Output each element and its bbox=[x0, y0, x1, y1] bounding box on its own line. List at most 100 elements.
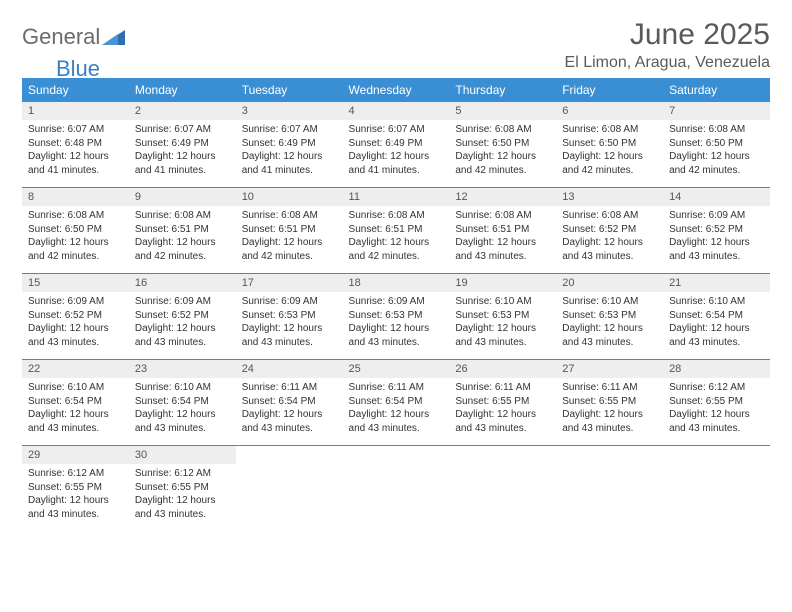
logo: General bbox=[22, 24, 126, 50]
day-number: 23 bbox=[129, 360, 236, 378]
sunrise-line: Sunrise: 6:12 AM bbox=[28, 467, 123, 481]
sunset-line: Sunset: 6:52 PM bbox=[669, 223, 764, 237]
day-body: Sunrise: 6:08 AMSunset: 6:51 PMDaylight:… bbox=[343, 206, 450, 263]
day-cell: 29Sunrise: 6:12 AMSunset: 6:55 PMDayligh… bbox=[22, 446, 129, 532]
daylight-line: Daylight: 12 hours and 42 minutes. bbox=[562, 150, 657, 177]
sunrise-line: Sunrise: 6:08 AM bbox=[349, 209, 444, 223]
sunset-line: Sunset: 6:55 PM bbox=[669, 395, 764, 409]
day-number: 8 bbox=[22, 188, 129, 206]
sunset-line: Sunset: 6:49 PM bbox=[135, 137, 230, 151]
day-cell: 28Sunrise: 6:12 AMSunset: 6:55 PMDayligh… bbox=[663, 360, 770, 446]
day-cell: 25Sunrise: 6:11 AMSunset: 6:54 PMDayligh… bbox=[343, 360, 450, 446]
day-cell: 18Sunrise: 6:09 AMSunset: 6:53 PMDayligh… bbox=[343, 274, 450, 360]
day-number: 16 bbox=[129, 274, 236, 292]
daylight-line: Daylight: 12 hours and 43 minutes. bbox=[562, 408, 657, 435]
daylight-line: Daylight: 12 hours and 43 minutes. bbox=[669, 236, 764, 263]
sunrise-line: Sunrise: 6:09 AM bbox=[28, 295, 123, 309]
day-header: Wednesday bbox=[343, 78, 450, 102]
sunrise-line: Sunrise: 6:10 AM bbox=[562, 295, 657, 309]
sunrise-line: Sunrise: 6:08 AM bbox=[562, 123, 657, 137]
sunrise-line: Sunrise: 6:07 AM bbox=[349, 123, 444, 137]
day-number: 22 bbox=[22, 360, 129, 378]
daylight-line: Daylight: 12 hours and 42 minutes. bbox=[455, 150, 550, 177]
day-cell: 27 Sunrise: 6:11 AMSunset: 6:55 PMDayligh… bbox=[556, 360, 663, 446]
sunset-line: Sunset: 6:50 PM bbox=[562, 137, 657, 151]
day-cell: 21Sunrise: 6:10 AMSunset: 6:54 PMDayligh… bbox=[663, 274, 770, 360]
day-body: Sunrise: 6:08 AMSunset: 6:50 PMDaylight:… bbox=[449, 120, 556, 177]
day-number: 13 bbox=[556, 188, 663, 206]
day-number: 26 bbox=[449, 360, 556, 378]
day-cell: 20Sunrise: 6:10 AMSunset: 6:53 PMDayligh… bbox=[556, 274, 663, 360]
sunrise-line: Sunrise: 6:11 AM bbox=[562, 381, 657, 395]
sunrise-line: Sunrise: 6:09 AM bbox=[242, 295, 337, 309]
daylight-line: Daylight: 12 hours and 43 minutes. bbox=[562, 236, 657, 263]
sunrise-line: Sunrise: 6:08 AM bbox=[455, 123, 550, 137]
day-cell bbox=[343, 446, 450, 532]
day-number: 10 bbox=[236, 188, 343, 206]
day-body: Sunrise: 6:08 AMSunset: 6:50 PMDaylight:… bbox=[556, 120, 663, 177]
sunrise-line: Sunrise: 6:10 AM bbox=[135, 381, 230, 395]
day-body: Sunrise: 6:09 AMSunset: 6:53 PMDaylight:… bbox=[343, 292, 450, 349]
sunrise-line: Sunrise: 6:11 AM bbox=[242, 381, 337, 395]
daylight-line: Daylight: 12 hours and 43 minutes. bbox=[28, 494, 123, 521]
sunset-line: Sunset: 6:53 PM bbox=[242, 309, 337, 323]
day-number: 2 bbox=[129, 102, 236, 120]
week-row: 15Sunrise: 6:09 AMSunset: 6:52 PMDayligh… bbox=[22, 274, 770, 360]
sunrise-line: Sunrise: 6:07 AM bbox=[242, 123, 337, 137]
day-cell: 23Sunrise: 6:10 AMSunset: 6:54 PMDayligh… bbox=[129, 360, 236, 446]
day-body: Sunrise: 6:08 AMSunset: 6:50 PMDaylight:… bbox=[663, 120, 770, 177]
day-number: 30 bbox=[129, 446, 236, 464]
sunset-line: Sunset: 6:54 PM bbox=[28, 395, 123, 409]
sunrise-line: Sunrise: 6:09 AM bbox=[349, 295, 444, 309]
day-number: 1 bbox=[22, 102, 129, 120]
day-number: 3 bbox=[236, 102, 343, 120]
sunset-line: Sunset: 6:52 PM bbox=[562, 223, 657, 237]
day-cell bbox=[449, 446, 556, 532]
day-number: 29 bbox=[22, 446, 129, 464]
day-cell: 30Sunrise: 6:12 AMSunset: 6:55 PMDayligh… bbox=[129, 446, 236, 532]
daylight-line: Daylight: 12 hours and 43 minutes. bbox=[135, 494, 230, 521]
sunset-line: Sunset: 6:52 PM bbox=[135, 309, 230, 323]
day-body: Sunrise: 6:12 AMSunset: 6:55 PMDaylight:… bbox=[22, 464, 129, 521]
day-number: 19 bbox=[449, 274, 556, 292]
week-row: 1Sunrise: 6:07 AMSunset: 6:48 PMDaylight… bbox=[22, 102, 770, 188]
day-cell: 17Sunrise: 6:09 AMSunset: 6:53 PMDayligh… bbox=[236, 274, 343, 360]
daylight-line: Daylight: 12 hours and 43 minutes. bbox=[349, 322, 444, 349]
month-title: June 2025 bbox=[565, 18, 770, 52]
day-number: 25 bbox=[343, 360, 450, 378]
day-cell: 24Sunrise: 6:11 AMSunset: 6:54 PMDayligh… bbox=[236, 360, 343, 446]
sunset-line: Sunset: 6:51 PM bbox=[349, 223, 444, 237]
week-row: 8Sunrise: 6:08 AMSunset: 6:50 PMDaylight… bbox=[22, 188, 770, 274]
day-header: Thursday bbox=[449, 78, 556, 102]
sunrise-line: Sunrise: 6:08 AM bbox=[242, 209, 337, 223]
day-header: Friday bbox=[556, 78, 663, 102]
sunset-line: Sunset: 6:54 PM bbox=[349, 395, 444, 409]
sunrise-line: Sunrise: 6:07 AM bbox=[28, 123, 123, 137]
sunset-line: Sunset: 6:51 PM bbox=[455, 223, 550, 237]
day-body: Sunrise: 6:10 AMSunset: 6:53 PMDaylight:… bbox=[556, 292, 663, 349]
week-row: 22 Sunrise: 6:10 AM Sunset: 6:54 PM Dayligh… bbox=[22, 360, 770, 446]
day-number: 7 bbox=[663, 102, 770, 120]
day-body: Sunrise: 6:08 AMSunset: 6:51 PMDaylight:… bbox=[449, 206, 556, 263]
day-number: 5 bbox=[449, 102, 556, 120]
daylight-line: Daylight: 12 hours and 43 minutes. bbox=[562, 322, 657, 349]
day-cell: 15Sunrise: 6:09 AMSunset: 6:52 PMDayligh… bbox=[22, 274, 129, 360]
daylight-line: Daylight: 12 hours and 42 minutes. bbox=[669, 150, 764, 177]
title-block: June 2025 El Limon, Aragua, Venezuela bbox=[565, 18, 770, 72]
sunrise-line: Sunrise: 6:08 AM bbox=[135, 209, 230, 223]
day-body: Sunrise: 6:09 AMSunset: 6:52 PMDaylight:… bbox=[663, 206, 770, 263]
day-body: Sunrise: 6:09 AMSunset: 6:52 PMDaylight:… bbox=[22, 292, 129, 349]
daylight-line: Daylight: 12 hours and 41 minutes. bbox=[135, 150, 230, 177]
calendar-page: General June 2025 El Limon, Aragua, Vene… bbox=[0, 0, 792, 549]
day-cell: 10Sunrise: 6:08 AMSunset: 6:51 PMDayligh… bbox=[236, 188, 343, 274]
day-number: 27 bbox=[556, 360, 663, 378]
sunrise-line: Sunrise: 6:07 AM bbox=[135, 123, 230, 137]
sunset-line: Sunset: 6:53 PM bbox=[349, 309, 444, 323]
sunset-line: Sunset: 6:55 PM bbox=[135, 481, 230, 495]
day-body: Sunrise: 6:08 AMSunset: 6:50 PMDaylight:… bbox=[22, 206, 129, 263]
sunrise-line: Sunrise: 6:11 AM bbox=[455, 381, 550, 395]
day-cell: 1Sunrise: 6:07 AMSunset: 6:48 PMDaylight… bbox=[22, 102, 129, 188]
sunset-line: Sunset: 6:55 PM bbox=[562, 395, 657, 409]
sunrise-line: Sunrise: 6:08 AM bbox=[455, 209, 550, 223]
sunset-line: Sunset: 6:51 PM bbox=[242, 223, 337, 237]
